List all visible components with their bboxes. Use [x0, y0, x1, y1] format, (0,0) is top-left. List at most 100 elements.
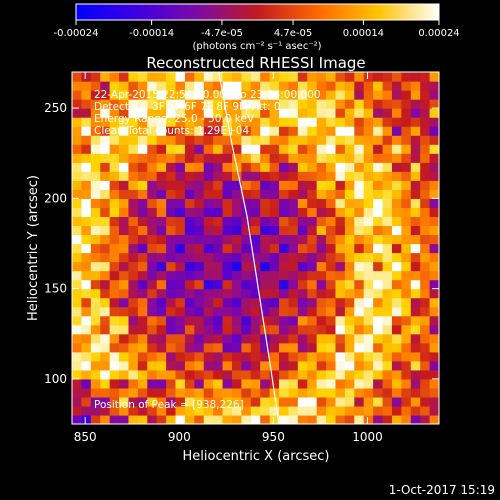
heatmap-cell	[354, 216, 365, 227]
heatmap-cell	[297, 117, 308, 127]
heatmap-cell	[184, 144, 195, 154]
heatmap-cell	[326, 180, 337, 190]
heatmap-cell	[363, 81, 374, 91]
heatmap-cell	[410, 189, 421, 199]
heatmap-cell	[213, 288, 224, 299]
heatmap-cell	[316, 234, 327, 245]
heatmap-cell	[156, 144, 167, 154]
heatmap-cell	[391, 387, 402, 398]
heatmap-cell	[147, 360, 158, 371]
heatmap-cell	[175, 387, 186, 398]
heatmap-cell	[429, 171, 439, 181]
heatmap-cell	[184, 387, 195, 398]
heatmap-cell	[250, 315, 261, 326]
heatmap-cell	[297, 378, 308, 389]
heatmap-cell	[354, 405, 365, 416]
heatmap-cell	[241, 360, 252, 371]
heatmap-cell	[156, 387, 167, 398]
heatmap-cell	[297, 171, 308, 181]
heatmap-cell	[100, 207, 111, 218]
heatmap-cell	[307, 405, 318, 416]
heatmap-cell	[363, 360, 374, 371]
heatmap-cell	[213, 234, 224, 245]
heatmap-cell	[222, 198, 233, 208]
heatmap-cell	[269, 135, 280, 145]
heatmap-cell	[175, 270, 186, 281]
heatmap-cell	[335, 81, 346, 91]
annotation-energy-range: Energy Range: 25.0 - 50.0 keV	[94, 113, 255, 125]
heatmap-cell	[175, 189, 186, 199]
heatmap-cell	[344, 369, 355, 380]
heatmap-cell	[128, 252, 139, 263]
heatmap-cell	[307, 171, 318, 181]
heatmap-cell	[203, 108, 214, 118]
heatmap-cell	[401, 315, 412, 326]
heatmap-cell	[128, 198, 139, 208]
heatmap-cell	[316, 207, 327, 218]
heatmap-cell	[231, 387, 242, 398]
heatmap-cell	[354, 387, 365, 398]
heatmap-cell	[297, 153, 308, 163]
heatmap-cell	[166, 270, 177, 281]
heatmap-cell	[213, 252, 224, 263]
heatmap-cell	[72, 270, 83, 281]
heatmap-cell	[156, 234, 167, 245]
heatmap-cell	[231, 171, 242, 181]
heatmap-cell	[382, 342, 393, 353]
heatmap-cell	[147, 288, 158, 299]
heatmap-cell	[203, 279, 214, 290]
heatmap-cell	[156, 324, 167, 335]
heatmap-cell	[231, 180, 242, 190]
heatmap-cell	[326, 162, 337, 172]
heatmap-cell	[81, 108, 92, 118]
heatmap-cell	[316, 261, 327, 272]
heatmap-cell	[344, 162, 355, 172]
heatmap-cell	[72, 72, 83, 82]
heatmap-cell	[335, 342, 346, 353]
heatmap-cell	[420, 90, 431, 100]
heatmap-cell	[401, 342, 412, 353]
heatmap-cell	[109, 396, 120, 407]
heatmap-cell	[109, 333, 120, 344]
heatmap-cell	[81, 135, 92, 145]
heatmap-cell	[166, 324, 177, 335]
heatmap-cell	[156, 162, 167, 172]
heatmap-cell	[100, 378, 111, 389]
heatmap-cell	[203, 180, 214, 190]
heatmap-cell	[137, 180, 148, 190]
heatmap-cell	[260, 360, 271, 371]
heatmap-cell	[81, 315, 92, 326]
heatmap-cell	[429, 414, 439, 424]
heatmap-cell	[184, 360, 195, 371]
heatmap-cell	[429, 81, 439, 91]
heatmap-cell	[72, 369, 83, 380]
heatmap-cell	[391, 117, 402, 127]
heatmap-cell	[166, 72, 177, 82]
heatmap-cell	[354, 378, 365, 389]
heatmap-cell	[420, 297, 431, 308]
heatmap-cell	[72, 153, 83, 163]
heatmap-cell	[363, 396, 374, 407]
heatmap-cell	[391, 333, 402, 344]
heatmap-cell	[156, 72, 167, 82]
heatmap-cell	[109, 315, 120, 326]
heatmap-cell	[250, 99, 261, 109]
heatmap-cell	[100, 216, 111, 227]
heatmap-cell	[90, 162, 101, 172]
heatmap-cell	[420, 99, 431, 109]
heatmap-cell	[213, 216, 224, 227]
heatmap-cell	[429, 99, 439, 109]
heatmap-cell	[297, 387, 308, 398]
heatmap-cell	[231, 306, 242, 317]
colorbar-tick-label: -0.00024	[54, 28, 99, 39]
heatmap-cell	[269, 189, 280, 199]
heatmap-cell	[222, 270, 233, 281]
heatmap-cell	[119, 369, 130, 380]
heatmap-cell	[213, 99, 224, 109]
heatmap-cell	[420, 279, 431, 290]
colorbar-units-label: (photons cm⁻² s⁻¹ asec⁻²)	[192, 41, 321, 52]
heatmap-cell	[344, 243, 355, 254]
heatmap-cell	[288, 108, 299, 118]
heatmap-cell	[90, 306, 101, 317]
heatmap-cell	[100, 243, 111, 254]
